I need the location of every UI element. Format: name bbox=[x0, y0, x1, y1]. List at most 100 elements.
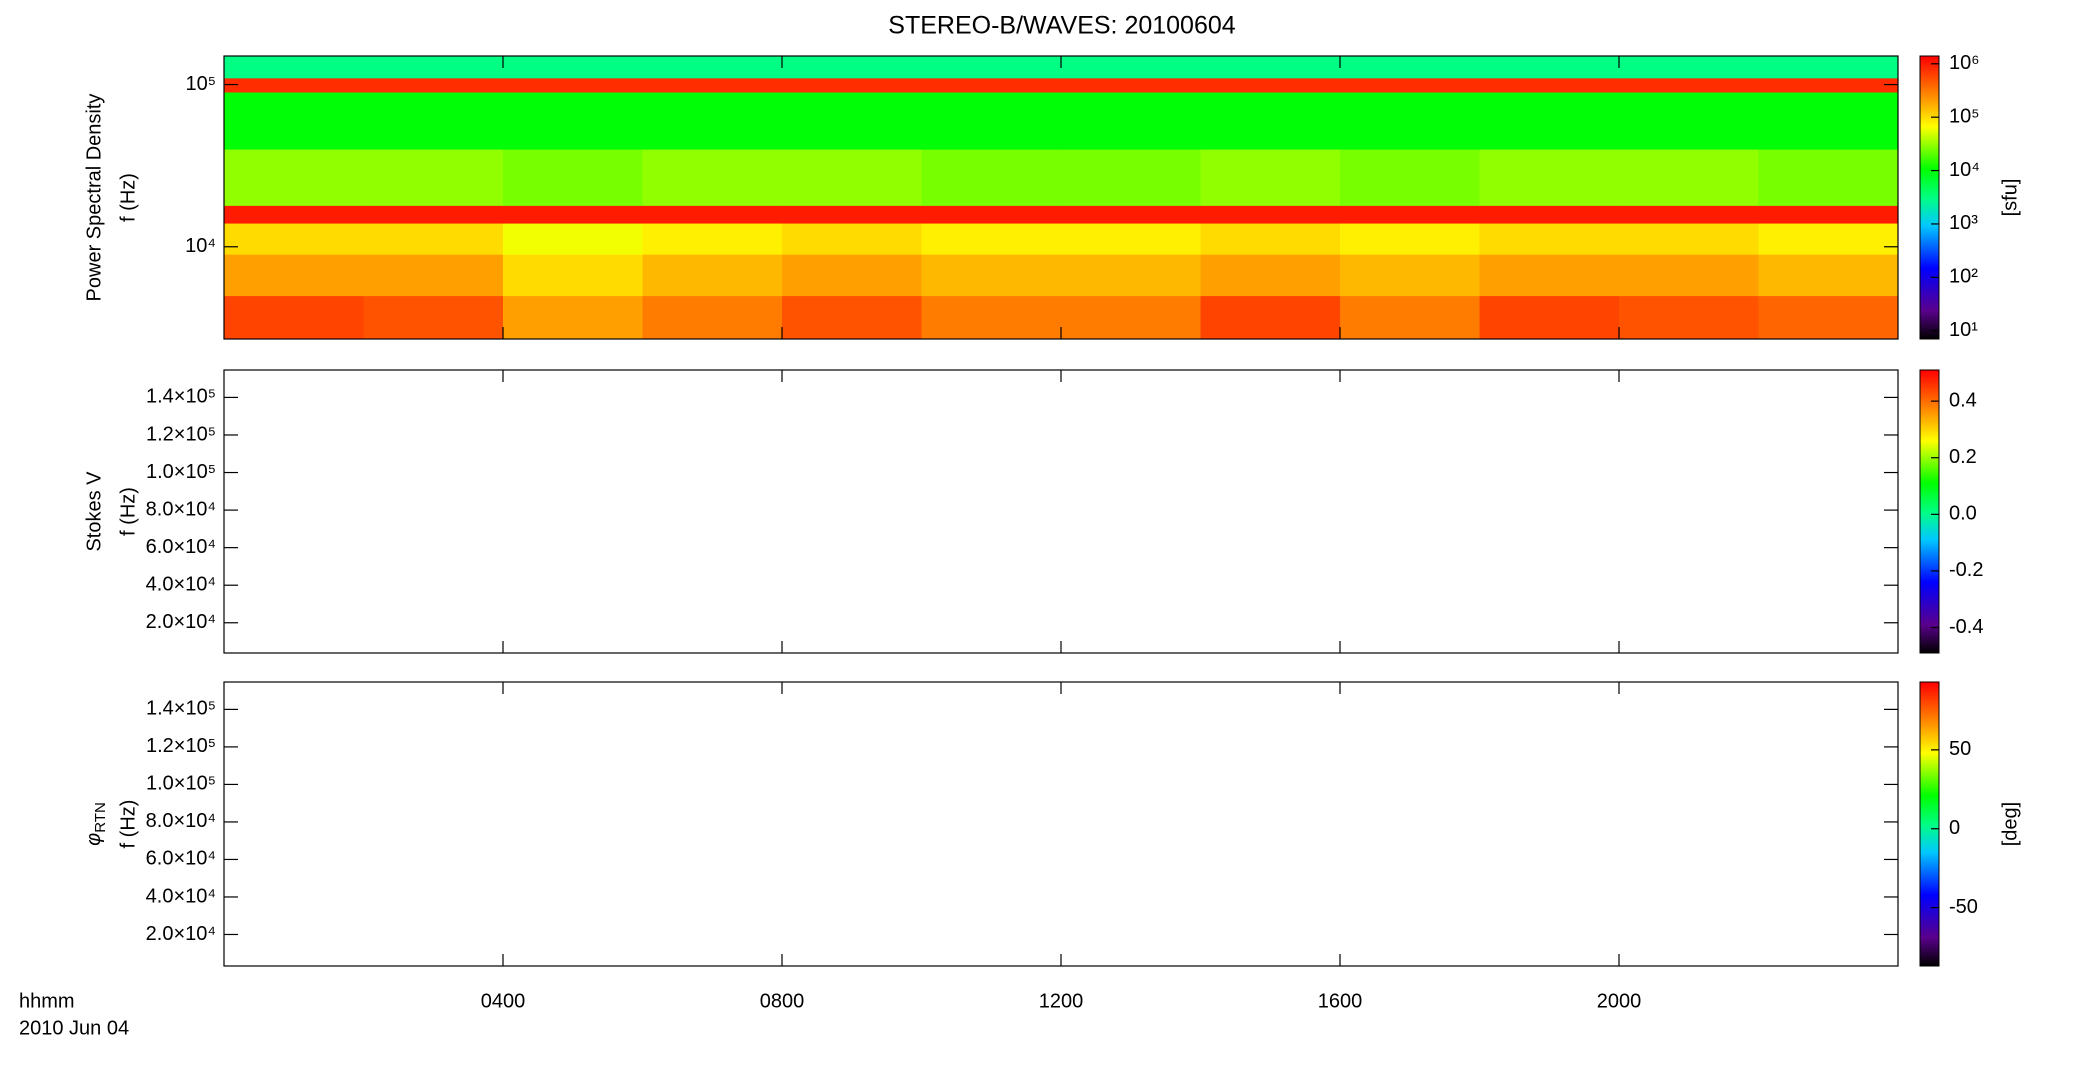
y-tick-label: 4.0×10⁴ bbox=[146, 573, 216, 595]
heatmap-cell bbox=[503, 254, 643, 297]
y-tick-label: 6.0×10⁴ bbox=[146, 536, 216, 558]
heatmap-cell bbox=[1340, 295, 1480, 340]
heatmap-cell bbox=[503, 56, 643, 79]
x-axis-title: hhmm bbox=[19, 990, 75, 1012]
colorbar-tick-label: 50 bbox=[1949, 738, 1971, 760]
colorbar-tick-label: 0.4 bbox=[1949, 389, 1977, 411]
y-tick-label: 1.4×10⁵ bbox=[146, 698, 216, 720]
heatmap-cell bbox=[1758, 56, 1899, 79]
colorbar-tick-label: 10⁵ bbox=[1949, 105, 1980, 127]
heatmap-cell bbox=[1340, 91, 1480, 150]
heatmap-cell bbox=[1200, 149, 1341, 206]
heatmap-cell bbox=[1758, 254, 1899, 297]
heatmap-cell bbox=[921, 77, 1062, 93]
heatmap-cell bbox=[921, 223, 1062, 255]
heatmap-cell bbox=[642, 223, 783, 255]
colorbar-tick-label: 10³ bbox=[1949, 212, 1978, 234]
heatmap-cell bbox=[503, 149, 643, 206]
heatmap-cell bbox=[1619, 295, 1759, 340]
heatmap-cell bbox=[1479, 223, 1620, 255]
heatmap-cell bbox=[642, 254, 783, 297]
heatmap-cell bbox=[224, 56, 364, 79]
y-tick-label: 10⁴ bbox=[185, 235, 216, 257]
heatmap-cell bbox=[921, 205, 1062, 224]
y-tick-label: 2.0×10⁴ bbox=[146, 611, 216, 633]
heatmap-cell bbox=[921, 149, 1062, 206]
y-tick-label: 8.0×10⁴ bbox=[146, 498, 216, 520]
heatmap-cell bbox=[1619, 223, 1759, 255]
heatmap-cell bbox=[1758, 149, 1899, 206]
heatmap-cell bbox=[1479, 205, 1620, 224]
y-tick-label: 1.2×10⁵ bbox=[146, 423, 216, 445]
x-tick-label: 1600 bbox=[1318, 990, 1363, 1012]
y-axis-title: f (Hz) bbox=[117, 173, 139, 222]
heatmap-cell bbox=[1479, 77, 1620, 93]
colorbar-tick-label: 0.0 bbox=[1949, 503, 1977, 525]
x-tick-label: 1200 bbox=[1039, 990, 1084, 1012]
heatmap-cell bbox=[363, 91, 504, 150]
heatmap-cell bbox=[1200, 295, 1341, 340]
colorbar-tick-label: 10⁶ bbox=[1949, 52, 1979, 74]
heatmap-cell bbox=[1061, 56, 1201, 79]
heatmap-cell bbox=[1061, 254, 1201, 297]
heatmap-cell bbox=[1200, 91, 1341, 150]
heatmap-cell bbox=[1479, 91, 1620, 150]
heatmap-cell bbox=[224, 254, 364, 297]
heatmap-cell bbox=[782, 205, 922, 224]
heatmap-cell bbox=[921, 254, 1062, 297]
heatmap-cell bbox=[224, 91, 364, 150]
heatmap-cell bbox=[642, 149, 783, 206]
colorbar-tick-label: 0 bbox=[1949, 817, 1960, 839]
heatmap-cell bbox=[1200, 77, 1341, 93]
colorbar-tick-label: -50 bbox=[1949, 896, 1978, 918]
plot-frame bbox=[223, 369, 1899, 654]
heatmap-cell bbox=[1061, 77, 1201, 93]
date-label: 2010 Jun 04 bbox=[19, 1017, 129, 1039]
colorbar-tick-label: 0.2 bbox=[1949, 446, 1977, 468]
y-axis-subscript: RTN bbox=[92, 802, 109, 833]
plot-frame bbox=[223, 681, 1899, 967]
heatmap-cell bbox=[921, 295, 1062, 340]
heatmap-cell bbox=[1479, 295, 1620, 340]
y-tick-label: 8.0×10⁴ bbox=[146, 810, 216, 832]
y-axis-title: φRTN bbox=[83, 802, 109, 846]
heatmap-cell bbox=[782, 295, 922, 340]
heatmap-cell bbox=[363, 205, 504, 224]
heatmap-cell bbox=[1200, 56, 1341, 79]
heatmap-cell bbox=[363, 56, 504, 79]
heatmap-cell bbox=[503, 77, 643, 93]
heatmap-cell bbox=[782, 149, 922, 206]
colorbar-tick-label: 10² bbox=[1949, 266, 1978, 288]
y-tick-label: 10⁵ bbox=[185, 73, 216, 95]
heatmap-cell bbox=[363, 77, 504, 93]
heatmap-cell bbox=[782, 77, 922, 93]
heatmap-cell bbox=[1061, 223, 1201, 255]
colorbar-tick-label: -0.2 bbox=[1949, 559, 1983, 581]
heatmap-cell bbox=[921, 91, 1062, 150]
heatmap-cell bbox=[1619, 77, 1759, 93]
y-axis-title: Stokes V bbox=[83, 471, 105, 552]
y-axis-title: Power Spectral Density bbox=[83, 94, 105, 302]
heatmap-cell bbox=[363, 223, 504, 255]
heatmap-cell bbox=[1479, 149, 1620, 206]
heatmap-cell bbox=[1340, 77, 1480, 93]
heatmap-cell bbox=[1619, 91, 1759, 150]
chart-title: STEREO-B/WAVES: 20100604 bbox=[888, 12, 1235, 40]
colorbar bbox=[1919, 681, 1940, 967]
heatmap-cell bbox=[224, 223, 364, 255]
heatmap-cell bbox=[1200, 254, 1341, 297]
x-tick-label: 0400 bbox=[481, 990, 526, 1012]
colorbar-tick-label: 10⁴ bbox=[1949, 159, 1980, 181]
heatmap-cell bbox=[503, 205, 643, 224]
heatmap-cell bbox=[1340, 254, 1480, 297]
heatmap-cell bbox=[1758, 295, 1899, 340]
colorbar bbox=[1919, 369, 1940, 654]
heatmap-cell bbox=[224, 295, 364, 340]
heatmap-cell bbox=[642, 205, 783, 224]
colorbar-tick-label: -0.4 bbox=[1949, 616, 1983, 638]
heatmap-cell bbox=[782, 223, 922, 255]
y-axis-title: f (Hz) bbox=[117, 800, 139, 849]
colorbar-label: [deg] bbox=[1999, 802, 2021, 846]
y-tick-label: 1.0×10⁵ bbox=[146, 773, 216, 795]
